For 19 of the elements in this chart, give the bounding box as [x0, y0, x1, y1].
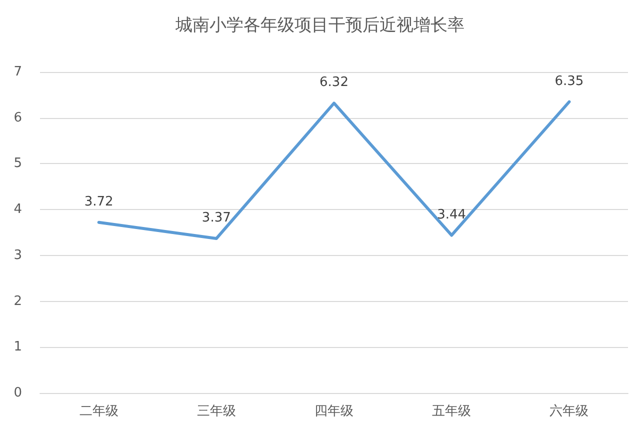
x-tick-label: 二年级: [79, 404, 118, 419]
y-tick-label: 0: [14, 386, 22, 400]
chart-title: 城南小学各年级项目干预后近视增长率: [174, 16, 464, 36]
data-label: 3.44: [437, 207, 466, 222]
y-tick-label: 1: [14, 340, 22, 355]
y-tick-label: 6: [14, 110, 22, 126]
y-tick-label: 5: [14, 156, 22, 172]
y-tick-label: 4: [14, 202, 22, 218]
x-tick-label: 四年级: [314, 404, 354, 419]
x-tick-label: 六年级: [550, 404, 589, 419]
data-label: 3.72: [84, 194, 114, 210]
y-tick-label: 7: [14, 64, 22, 80]
x-tick-label: 三年级: [196, 404, 236, 419]
x-tick-label: 五年级: [432, 404, 472, 419]
data-label: 6.35: [554, 74, 584, 89]
data-label: 3.37: [202, 210, 231, 226]
y-tick-label: 2: [14, 294, 22, 309]
y-tick-label: 3: [14, 248, 22, 263]
data-label: 6.32: [320, 75, 348, 90]
